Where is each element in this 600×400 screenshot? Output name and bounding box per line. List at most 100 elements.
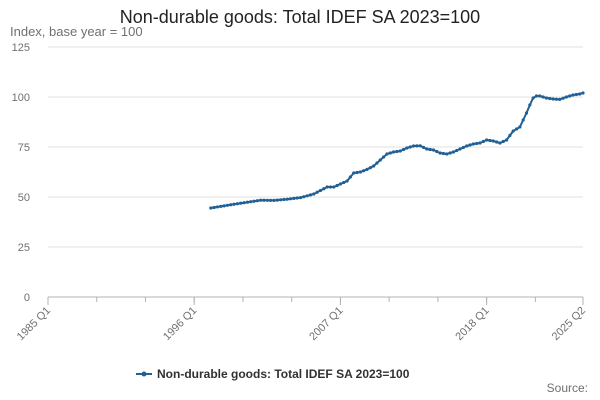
data-point: [528, 103, 532, 107]
data-point: [451, 150, 455, 154]
data-point: [478, 141, 482, 145]
data-point: [308, 193, 313, 197]
data-point: [461, 145, 465, 150]
data-point: [338, 182, 343, 186]
data-point: [561, 96, 565, 100]
data-point: [262, 198, 266, 202]
data-point: [581, 91, 585, 95]
y-tick-label: 100: [12, 92, 30, 104]
data-point: [232, 202, 236, 206]
data-point: [225, 203, 230, 207]
y-tick-label: 125: [12, 42, 30, 54]
data-point: [465, 144, 469, 148]
data-point: [504, 138, 509, 142]
legend-swatch-marker: [141, 371, 147, 377]
x-axis: 1985 Q1 1996 Q1 2007 Q1 2018 Q1 2025 Q2: [15, 297, 588, 343]
data-point: [441, 151, 446, 156]
data-point: [388, 151, 392, 155]
data-point: [498, 141, 502, 145]
y-tick-label: 0: [24, 292, 30, 304]
data-point: [551, 97, 555, 101]
data-point: [491, 139, 495, 143]
data-point: [558, 97, 562, 101]
data-point: [564, 95, 568, 99]
source-label[interactable]: Source:: [546, 381, 588, 395]
data-point: [365, 167, 369, 171]
data-point: [398, 149, 402, 153]
data-point: [458, 147, 462, 151]
data-point: [508, 133, 512, 138]
data-point: [554, 97, 559, 101]
data-point: [328, 185, 333, 189]
data-point: [405, 146, 409, 150]
data-point: [541, 95, 545, 99]
y-axis: 0 25 50 75 100 125: [12, 42, 30, 304]
data-point: [372, 164, 376, 168]
legend[interactable]: Non-durable goods: Total IDEF SA 2023=10…: [136, 367, 410, 381]
data-point: [239, 201, 243, 205]
data-point: [322, 187, 326, 191]
data-point: [418, 144, 422, 148]
data-point: [425, 147, 429, 151]
data-point: [445, 152, 449, 156]
data-point: [345, 179, 349, 183]
data-point: [518, 125, 522, 129]
x-tick-label: 1985 Q1: [15, 305, 53, 343]
data-point: [368, 166, 372, 170]
data-point: [501, 139, 505, 144]
data-point: [305, 194, 309, 198]
y-tick-label: 50: [18, 192, 30, 204]
data-point: [548, 96, 552, 101]
data-point: [298, 196, 303, 200]
data-point: [212, 205, 216, 210]
x-tick-label: 2018 Q1: [453, 305, 491, 343]
y-tick-label: 25: [18, 242, 30, 254]
data-point: [222, 204, 226, 208]
data-point: [335, 183, 339, 188]
data-point: [431, 148, 436, 152]
data-point: [385, 152, 389, 156]
data-point: [375, 161, 379, 165]
data-point: [568, 94, 572, 98]
data-point: [438, 151, 442, 155]
data-point: [574, 92, 578, 97]
legend-label: Non-durable goods: Total IDEF SA 2023=10…: [157, 367, 410, 381]
data-point: [272, 198, 276, 202]
data-point: [578, 92, 582, 96]
data-point: [408, 145, 412, 149]
data-point: [275, 198, 279, 202]
data-point: [219, 204, 223, 208]
data-point: [269, 198, 273, 202]
data-point: [378, 158, 382, 162]
data-point: [485, 138, 489, 142]
data-point: [435, 149, 439, 154]
data-point: [358, 170, 362, 174]
data-point: [292, 196, 296, 200]
data-point: [249, 200, 253, 204]
data-point: [245, 200, 249, 204]
data-point: [288, 197, 293, 201]
data-point: [488, 138, 492, 143]
data-point: [428, 147, 432, 152]
data-point: [348, 175, 352, 179]
data-point: [475, 141, 479, 146]
data-point: [229, 203, 233, 207]
y-tick-label: 75: [18, 142, 30, 154]
data-point: [332, 185, 336, 189]
data-point: [411, 144, 416, 148]
data-point: [382, 155, 386, 159]
data-point: [448, 151, 452, 155]
data-point: [495, 140, 499, 144]
data-point: [521, 118, 525, 122]
gridlines: [48, 46, 583, 298]
data-point: [209, 206, 213, 210]
data-point: [524, 111, 529, 115]
data-series: [209, 91, 585, 210]
data-point: [259, 198, 263, 202]
data-point: [511, 129, 515, 133]
data-point: [481, 139, 485, 144]
data-point: [362, 169, 366, 173]
data-point: [352, 171, 356, 175]
data-point: [538, 94, 542, 98]
